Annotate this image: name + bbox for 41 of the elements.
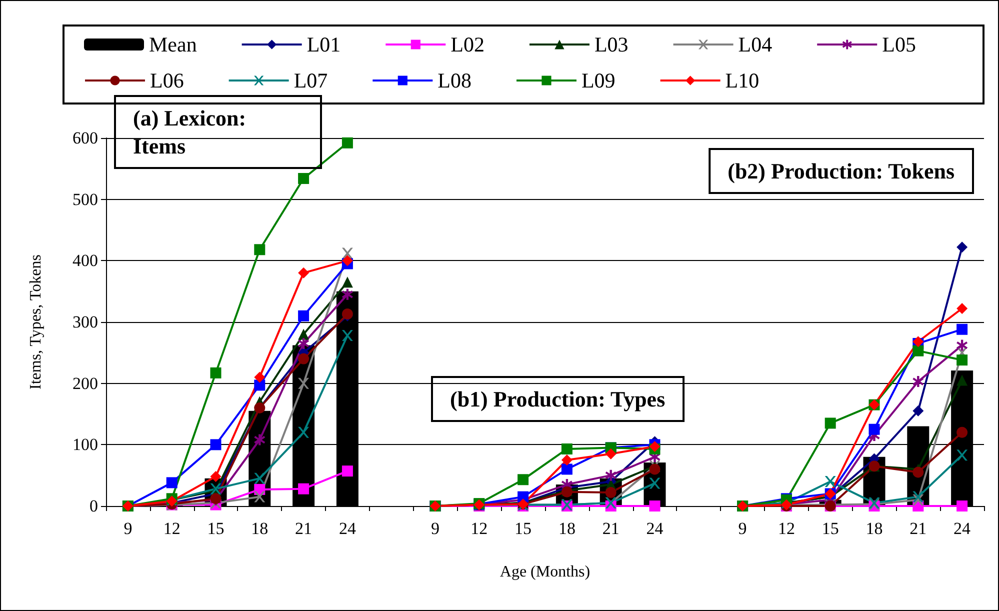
x-tick-label: 9 (124, 519, 132, 538)
y-tick-label: 500 (72, 190, 98, 209)
legend-label: L07 (294, 68, 328, 92)
x-tick-label: 15 (207, 519, 224, 538)
x-tick-label: 12 (163, 519, 180, 538)
legend-label: L01 (306, 32, 341, 56)
legend-label: L04 (738, 32, 773, 56)
legend-label: L10 (725, 68, 760, 92)
y-tick-label: 0 (90, 496, 98, 516)
x-tick-label: 24 (954, 519, 972, 538)
x-tick-label: 18 (558, 519, 576, 538)
legend-label: L06 (150, 68, 184, 92)
legend-label: L08 (438, 68, 472, 92)
y-tick-label: 600 (72, 128, 98, 148)
x-tick-label: 12 (470, 519, 488, 538)
y-axis-title: Items, Types, Tokens (28, 254, 44, 390)
x-tick-label: 24 (338, 519, 356, 538)
x-axis-title: Age (Months) (500, 564, 590, 580)
legend-label: L09 (581, 68, 616, 92)
legend-label: L05 (882, 32, 916, 56)
y-tick-label: 100 (72, 435, 98, 454)
x-tick-label: 15 (822, 519, 839, 538)
x-tick-label: 24 (646, 519, 664, 538)
x-tick-label: 9 (431, 519, 440, 538)
annotation: (b2) Production: Tokens (728, 158, 956, 184)
x-tick-label: 21 (910, 519, 927, 538)
legend-label: Mean (149, 32, 198, 56)
x-tick-label: 9 (738, 519, 747, 538)
x-tick-label: 15 (514, 519, 532, 538)
x-tick-label: 18 (251, 519, 268, 538)
x-tick-label: 21 (602, 519, 620, 538)
annotation: (b1) Production: Types (450, 386, 666, 412)
x-tick-label: 21 (295, 519, 312, 538)
annotation: (a) Lexicon: Items (133, 106, 252, 158)
x-tick-label: 12 (778, 519, 795, 538)
y-tick-label: 200 (72, 374, 98, 393)
x-tick-label: 18 (866, 519, 883, 538)
y-tick-label: 300 (72, 312, 98, 332)
legend-label: L02 (450, 32, 484, 56)
y-tick-label: 400 (72, 251, 98, 270)
legend-label: L03 (594, 32, 628, 56)
